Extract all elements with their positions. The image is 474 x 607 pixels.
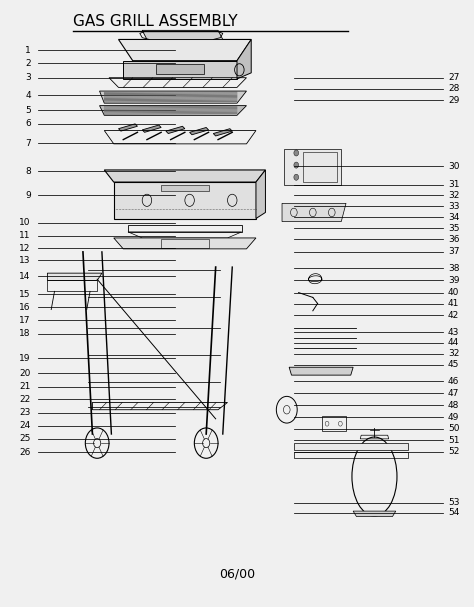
Polygon shape (114, 182, 256, 219)
Polygon shape (118, 124, 137, 131)
Text: 13: 13 (19, 256, 31, 265)
Text: 23: 23 (19, 409, 31, 417)
Polygon shape (190, 127, 209, 135)
Text: 9: 9 (25, 191, 31, 200)
Polygon shape (100, 91, 246, 103)
Text: 35: 35 (448, 224, 459, 232)
Polygon shape (256, 170, 265, 219)
Polygon shape (161, 185, 209, 191)
Polygon shape (156, 64, 204, 74)
Text: 45: 45 (448, 361, 459, 369)
Text: 17: 17 (19, 316, 31, 325)
Text: 8: 8 (25, 167, 31, 175)
Text: 43: 43 (448, 328, 459, 336)
Text: 7: 7 (25, 139, 31, 148)
Text: 46: 46 (448, 377, 459, 385)
Circle shape (294, 162, 299, 168)
Circle shape (294, 174, 299, 180)
Text: 40: 40 (448, 288, 459, 297)
Text: 28: 28 (448, 84, 459, 93)
Text: 18: 18 (19, 330, 31, 338)
Text: 26: 26 (19, 448, 31, 456)
Text: 51: 51 (448, 436, 459, 444)
Text: 3: 3 (25, 73, 31, 82)
Text: 16: 16 (19, 303, 31, 311)
Text: 12: 12 (19, 244, 31, 253)
Polygon shape (100, 106, 246, 115)
Polygon shape (353, 511, 396, 517)
Polygon shape (142, 30, 223, 39)
Text: 29: 29 (448, 96, 459, 104)
Text: 36: 36 (448, 235, 459, 243)
Polygon shape (284, 149, 341, 185)
Text: 52: 52 (448, 447, 459, 456)
Text: 31: 31 (448, 180, 459, 189)
Text: GAS GRILL ASSEMBLY: GAS GRILL ASSEMBLY (73, 14, 238, 29)
Text: 14: 14 (19, 272, 31, 280)
Polygon shape (118, 39, 251, 61)
Text: 4: 4 (25, 91, 31, 100)
Text: 21: 21 (19, 382, 31, 391)
Text: 54: 54 (448, 509, 459, 517)
Text: 1: 1 (25, 46, 31, 55)
Text: 33: 33 (448, 202, 459, 211)
Polygon shape (142, 125, 161, 132)
Text: 32: 32 (448, 191, 459, 200)
Polygon shape (123, 61, 237, 79)
Text: 41: 41 (448, 299, 459, 308)
Polygon shape (47, 273, 102, 280)
Circle shape (294, 150, 299, 156)
Text: 37: 37 (448, 248, 459, 256)
Text: 22: 22 (19, 395, 31, 404)
Text: 42: 42 (448, 311, 459, 319)
Text: 2: 2 (25, 59, 31, 67)
Text: 38: 38 (448, 264, 459, 273)
Text: 34: 34 (448, 213, 459, 222)
Polygon shape (114, 238, 256, 249)
Text: 47: 47 (448, 389, 459, 398)
Text: 50: 50 (448, 424, 459, 433)
Polygon shape (104, 170, 265, 182)
Polygon shape (294, 443, 408, 450)
Text: 44: 44 (448, 339, 459, 347)
Polygon shape (237, 39, 251, 79)
Text: 53: 53 (448, 498, 459, 507)
Text: 24: 24 (19, 421, 31, 430)
Text: 49: 49 (448, 413, 459, 421)
Text: 39: 39 (448, 276, 459, 285)
Text: 06/00: 06/00 (219, 567, 255, 580)
Text: 11: 11 (19, 231, 31, 240)
Text: 20: 20 (19, 369, 31, 378)
Text: 30: 30 (448, 162, 459, 171)
Text: 32: 32 (448, 350, 459, 358)
Text: 19: 19 (19, 354, 31, 362)
Text: 48: 48 (448, 401, 459, 410)
Text: 25: 25 (19, 435, 31, 443)
Polygon shape (166, 126, 185, 134)
Text: 27: 27 (448, 73, 459, 82)
Text: 5: 5 (25, 106, 31, 115)
Text: 10: 10 (19, 219, 31, 227)
Text: 15: 15 (19, 290, 31, 299)
Polygon shape (289, 367, 353, 375)
Polygon shape (282, 203, 346, 222)
Text: 6: 6 (25, 120, 31, 128)
Polygon shape (213, 129, 232, 136)
